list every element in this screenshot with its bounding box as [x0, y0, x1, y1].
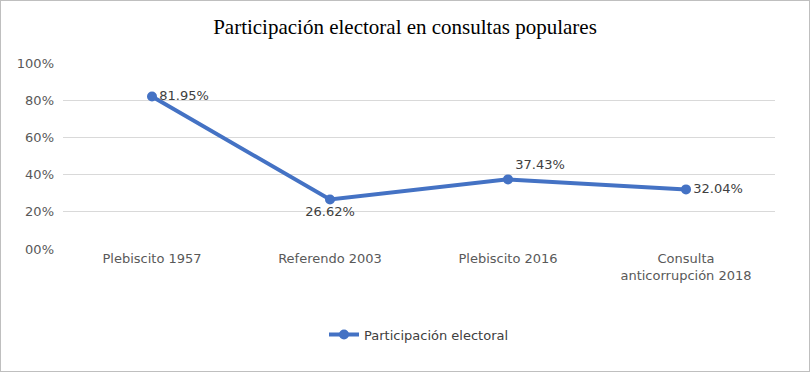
svg-text:81.95%: 81.95% — [159, 88, 209, 103]
svg-text:Participación electoral en con: Participación electoral en consultas pop… — [213, 15, 597, 39]
svg-text:Consultaanticorrupción 2018: Consultaanticorrupción 2018 — [620, 251, 751, 283]
svg-text:Plebiscito 2016: Plebiscito 2016 — [458, 251, 557, 266]
svg-text:40%: 40% — [25, 167, 54, 182]
svg-text:60%: 60% — [25, 130, 54, 145]
svg-text:37.43%: 37.43% — [515, 157, 565, 172]
svg-text:100%: 100% — [17, 56, 54, 71]
svg-text:Plebiscito 1957: Plebiscito 1957 — [102, 251, 201, 266]
svg-text:00%: 00% — [25, 242, 54, 257]
svg-text:80%: 80% — [25, 93, 54, 108]
svg-text:Referendo 2003: Referendo 2003 — [278, 251, 382, 266]
svg-text:26.62%: 26.62% — [305, 204, 355, 219]
svg-text:32.04%: 32.04% — [693, 181, 743, 196]
svg-text:Participación electoral: Participación electoral — [364, 328, 508, 343]
svg-text:20%: 20% — [25, 204, 54, 219]
